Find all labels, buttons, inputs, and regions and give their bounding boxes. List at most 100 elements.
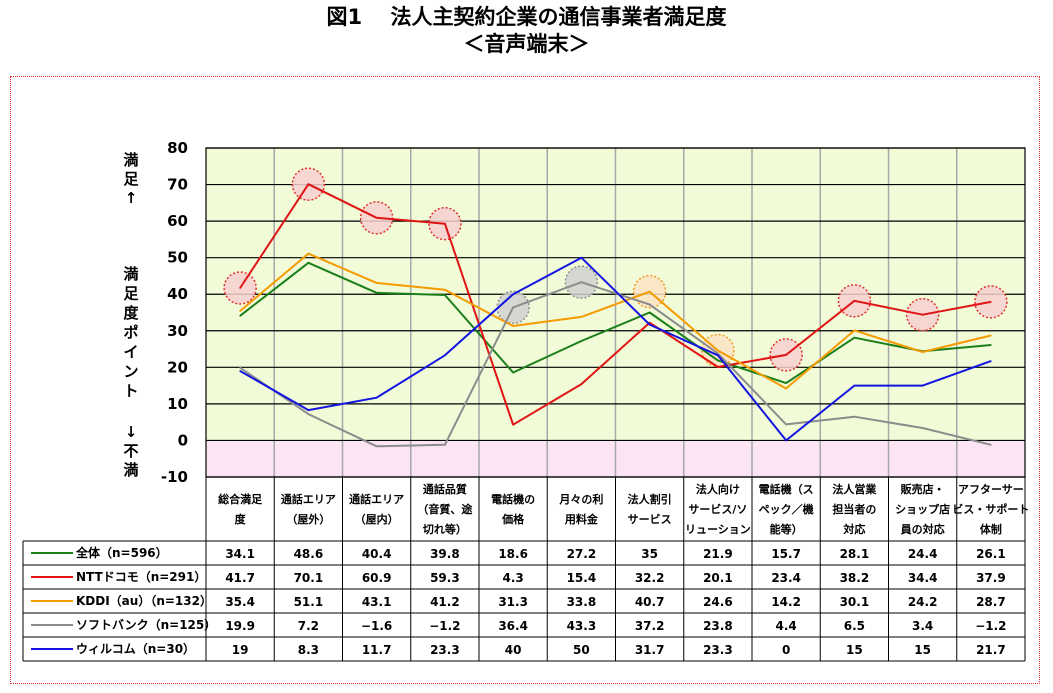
category-label: 通話品質 — [423, 482, 467, 496]
table-cell-value: 15.4 — [567, 571, 597, 585]
table-cell-value: 21.7 — [976, 643, 1006, 657]
table-cell-value: 60.9 — [362, 571, 392, 585]
y-tick-label: 40 — [167, 285, 188, 303]
legend-label: ソフトバンク（n=125） — [76, 617, 216, 632]
y-tick-label: 10 — [167, 395, 188, 413]
table-cell-value: 15 — [846, 643, 863, 657]
category-label: ペック／機 — [759, 502, 814, 516]
category-label: 切れ等） — [423, 522, 467, 536]
y-axis-label-bottom: 満 — [123, 461, 138, 479]
table-cell-value: 20.1 — [703, 571, 733, 585]
data-point — [785, 354, 787, 356]
category-label: 価格 — [501, 512, 525, 526]
data-point — [580, 281, 583, 283]
category-label: 販売店・ — [901, 482, 945, 496]
table-cell-value: 7.2 — [298, 619, 319, 633]
series-line-1 — [239, 183, 992, 426]
data-point — [921, 427, 924, 429]
data-point — [648, 303, 651, 306]
data-point — [785, 382, 787, 384]
table-cell-value: 38.2 — [840, 571, 870, 585]
data-point — [853, 329, 856, 332]
table-cell-value: 43.1 — [362, 595, 392, 609]
series-line-0 — [239, 261, 991, 385]
chart-title: 図1 法人主契約企業の通信事業者満足度 ＜音声端末＞ — [0, 4, 1053, 58]
legend-label: 全体（n=596） — [75, 545, 168, 560]
table-cell-value: 28.1 — [840, 547, 870, 561]
y-axis-label-top: 足 — [123, 170, 139, 188]
data-point — [512, 325, 514, 327]
table-cell-value: 15.7 — [771, 547, 801, 561]
data-point — [990, 344, 992, 346]
category-label: 法人営業 — [832, 482, 877, 496]
table-cell-value: 40.7 — [635, 595, 665, 609]
series-line-3 — [239, 281, 992, 448]
y-tick-label: 60 — [167, 212, 188, 230]
category-label: （屋内） — [355, 512, 399, 526]
legend-label: NTTドコモ（n=291） — [76, 569, 206, 584]
data-point — [239, 366, 241, 369]
data-point — [239, 287, 241, 289]
table-cell-value: 37.9 — [976, 571, 1006, 585]
category-label: 体制 — [980, 522, 1002, 536]
table-cell-value: 23.3 — [703, 643, 733, 657]
data-point — [307, 413, 310, 415]
data-point — [717, 366, 719, 368]
table-cell-value: 37.2 — [635, 619, 665, 633]
y-axis-label-middle: ポ — [123, 324, 138, 342]
data-point — [921, 384, 924, 387]
category-label: 通話エリア — [281, 492, 336, 506]
category-label: （屋外） — [286, 512, 330, 526]
data-point — [990, 334, 992, 337]
table-cell-value: −1.6 — [361, 619, 392, 633]
table-cell-value: 31.3 — [498, 595, 528, 609]
table-cell-value: 8.3 — [298, 643, 319, 657]
table-cell-value: 59.3 — [430, 571, 460, 585]
category-label: 総合満足 — [218, 492, 263, 506]
table-cell-value: 26.1 — [976, 547, 1006, 561]
data-point — [580, 340, 583, 342]
data-point — [717, 352, 719, 355]
category-label: 用料金 — [565, 512, 599, 526]
legend-label: KDDI（au）（n=132） — [76, 593, 212, 608]
table-cell-value: 34.1 — [225, 547, 255, 561]
data-point — [307, 252, 310, 255]
table-cell-value: −1.2 — [429, 619, 460, 633]
category-label: 度 — [235, 512, 247, 526]
y-axis-label-middle: 満 — [123, 265, 138, 283]
chart-frame — [10, 76, 1040, 684]
y-axis-label-bottom: ↓ — [125, 423, 138, 441]
table-cell-value: 51.1 — [294, 595, 324, 609]
table-cell-value: 21.9 — [703, 547, 733, 561]
category-label: 法人向け — [696, 482, 740, 496]
table-cell-value: 19.9 — [225, 619, 255, 633]
table-cell-value: 18.6 — [498, 547, 528, 561]
table-cell-value: −1.2 — [975, 619, 1006, 633]
table-cell-value: 40.4 — [362, 547, 392, 561]
data-point — [307, 183, 310, 185]
y-tick-label: 20 — [167, 358, 188, 376]
data-point — [921, 351, 924, 353]
table-cell-value: 34.4 — [908, 571, 938, 585]
data-point — [921, 313, 924, 316]
data-point — [307, 261, 310, 264]
y-axis-label-bottom: 不 — [123, 442, 138, 460]
data-point — [444, 294, 446, 296]
category-label: リューション — [685, 523, 751, 536]
table-cell-value: 11.7 — [362, 643, 392, 657]
data-point — [375, 217, 378, 219]
data-point — [717, 354, 719, 357]
category-label: サービス/ソ — [688, 502, 747, 516]
y-axis-label-top: ↑ — [125, 189, 138, 207]
y-axis-label-middle: 度 — [123, 304, 139, 322]
table-cell-value: 0 — [782, 643, 790, 657]
table-cell-value: 3.4 — [912, 619, 933, 633]
table-cell-value: 4.3 — [502, 571, 523, 585]
data-point — [853, 336, 856, 339]
data-point — [512, 371, 514, 374]
table-cell-value: 31.7 — [635, 643, 665, 657]
data-point — [512, 293, 514, 296]
table-cell-value: 14.2 — [771, 595, 801, 609]
data-point — [853, 415, 856, 418]
